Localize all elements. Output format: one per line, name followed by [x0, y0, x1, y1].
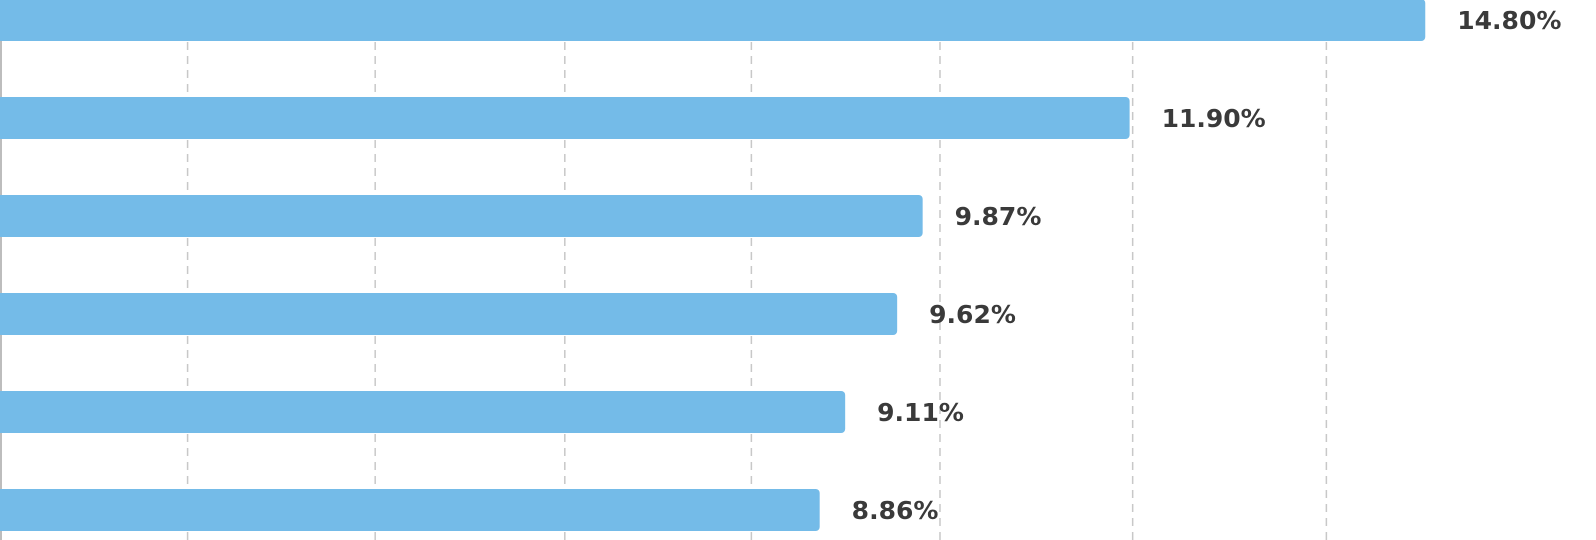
value-label: 8.86% [852, 496, 939, 525]
bar [0, 97, 1130, 139]
value-label: 9.11% [877, 398, 964, 427]
bar [0, 0, 1426, 41]
bar [0, 293, 898, 335]
bar [0, 391, 846, 433]
value-label: 9.62% [929, 300, 1016, 329]
value-label: 14.80% [1457, 6, 1561, 35]
value-label: 9.87% [955, 202, 1042, 231]
bar [0, 195, 923, 237]
value-label: 11.90% [1162, 104, 1266, 133]
bar [0, 489, 820, 531]
